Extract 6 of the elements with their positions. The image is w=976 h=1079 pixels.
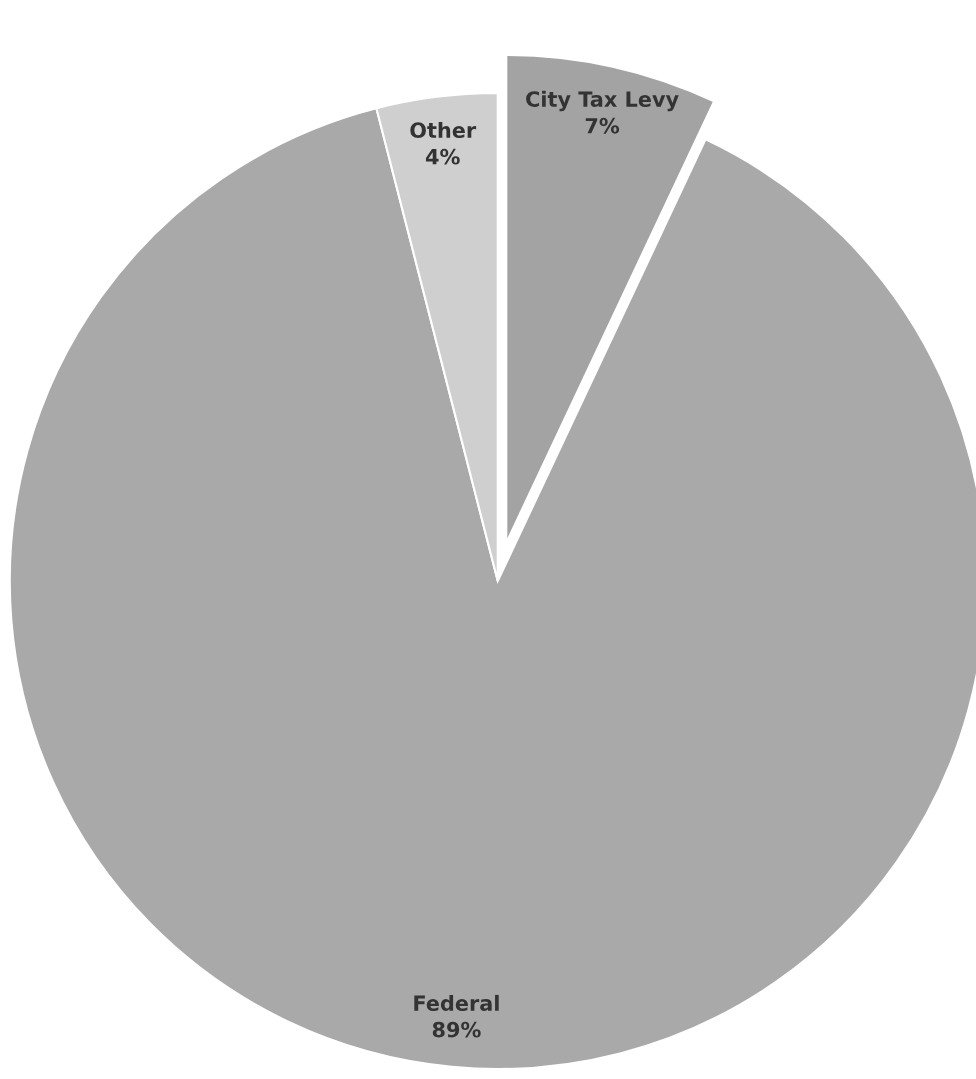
- slice-label: Other: [410, 121, 477, 139]
- slice-label: Federal: [414, 994, 499, 1012]
- data-label: 89%: [432, 1021, 481, 1038]
- data-label: 4%: [425, 148, 460, 165]
- data-label: 7%: [585, 117, 620, 134]
- slice-label: City Tax Levy: [526, 90, 679, 112]
